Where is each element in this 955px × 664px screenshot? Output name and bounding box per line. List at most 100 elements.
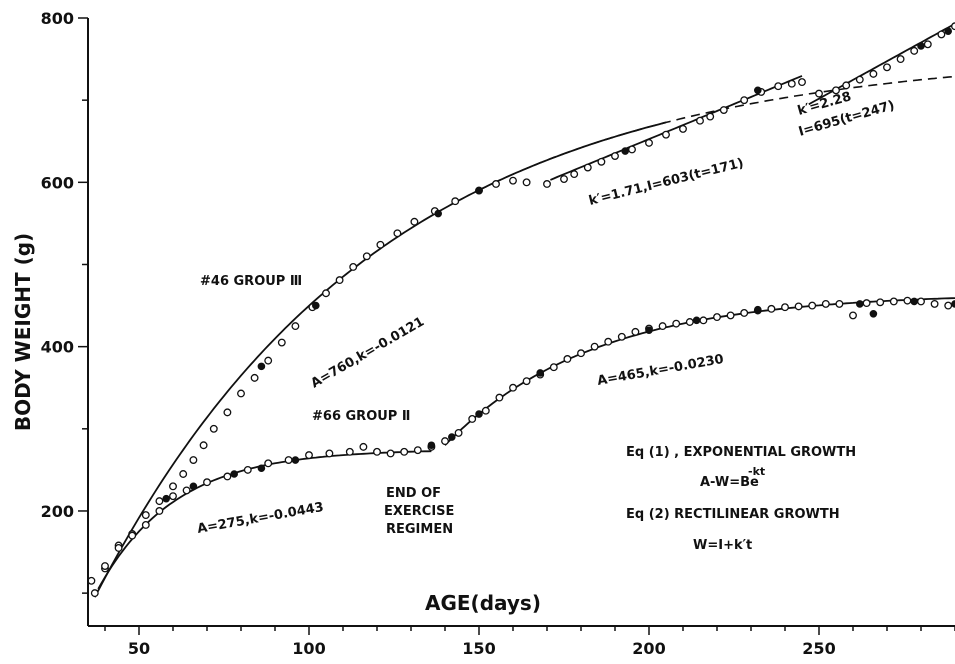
- point-g3-open: [141, 511, 150, 520]
- point-g2-open: [509, 383, 517, 392]
- point-g3-open: [509, 176, 517, 185]
- point-g3-open: [662, 130, 670, 139]
- group-iii-label: #46 GROUP Ⅲ: [200, 274, 302, 289]
- point-g3-open: [189, 456, 198, 464]
- point-g3-open: [937, 30, 946, 39]
- point-g2-open: [944, 301, 953, 310]
- point-g2-open: [141, 520, 150, 529]
- point-g2-open: [522, 377, 531, 386]
- point-g3-open: [349, 263, 358, 271]
- point-g3-open: [706, 112, 715, 121]
- point-g3-open: [832, 86, 840, 95]
- legend-eq1-exponent: -kt: [748, 465, 765, 478]
- point-g3-open: [597, 157, 606, 166]
- point-g3-open: [322, 289, 330, 298]
- point-g2-open: [203, 478, 211, 487]
- point-g2-open: [808, 301, 817, 310]
- point-g3-filled: [944, 27, 953, 35]
- fit-g3-exp-label: A=760,k=-0.0121: [309, 314, 427, 391]
- point-g2-filled: [257, 464, 266, 473]
- point-g3-open: [883, 63, 891, 72]
- point-g3-open: [362, 252, 371, 261]
- point-g3-open: [451, 197, 460, 206]
- point-g2-open: [917, 297, 925, 306]
- point-g3-filled: [434, 209, 443, 218]
- point-g3-open: [291, 322, 300, 331]
- point-g3-open: [179, 470, 188, 478]
- point-g3-open: [199, 441, 208, 450]
- point-g3-open: [90, 589, 99, 598]
- point-g3-open: [910, 46, 919, 55]
- point-g3-filled: [754, 86, 762, 95]
- x-tick-label: 100: [292, 639, 325, 658]
- point-g3-open: [628, 145, 636, 154]
- end-exercise-line2: EXERCISE: [384, 504, 454, 519]
- legend-eq1-formula: A-W=Be: [700, 475, 759, 490]
- point-g3-open: [209, 424, 218, 433]
- point-g3-open: [543, 180, 551, 188]
- point-g2-open: [549, 363, 558, 372]
- point-g2-filled: [754, 305, 762, 314]
- point-g2-filled: [189, 482, 198, 491]
- point-g3-open: [560, 175, 568, 183]
- point-g3-open: [583, 163, 592, 172]
- point-g2-filled: [536, 369, 545, 377]
- point-g2-open: [726, 311, 735, 320]
- point-g3-open: [522, 178, 531, 187]
- point-g2-open: [849, 311, 857, 320]
- fit-curve-g3-exponential: [94, 121, 667, 598]
- point-g2-open: [617, 332, 626, 341]
- point-g3-open: [223, 408, 232, 417]
- point-g2-open: [590, 342, 599, 351]
- point-g2-open: [930, 299, 939, 308]
- fit-line-g3-rect2: [808, 22, 955, 106]
- y-tick-label: 200: [41, 502, 74, 521]
- point-g3-filled: [257, 362, 266, 371]
- point-g2-open: [862, 299, 871, 308]
- end-exercise-line3: REGIMEN: [386, 522, 453, 537]
- fit-g3-rect1-label: k′=1.71,I=603(t=171): [587, 156, 745, 209]
- point-g2-open: [345, 447, 354, 456]
- point-g2-open: [481, 406, 490, 415]
- point-g2-open: [284, 456, 293, 464]
- point-g2-open: [495, 393, 504, 402]
- x-tick-label: 200: [632, 639, 665, 658]
- point-g3-open: [335, 276, 344, 285]
- point-g2-filled: [869, 309, 878, 318]
- point-g3-open: [376, 240, 385, 249]
- point-g3-open: [740, 96, 749, 105]
- end-exercise-line1: END OF: [386, 486, 441, 501]
- point-g2-open: [373, 447, 381, 456]
- point-g3-open: [679, 124, 687, 133]
- y-axis-label: BODY WEIGHT (g): [11, 233, 35, 431]
- point-g2-open: [400, 447, 409, 456]
- ticks: 50 100 150 200 250 200 400 600 800: [41, 9, 955, 658]
- point-g2-open: [128, 531, 137, 540]
- point-g3-open: [815, 89, 823, 98]
- point-g2-filled: [645, 326, 653, 335]
- point-g2-filled: [856, 300, 864, 308]
- point-g3-filled: [312, 301, 320, 310]
- point-g2-filled: [291, 456, 300, 464]
- point-g3-open: [855, 75, 864, 84]
- point-g2-open: [325, 449, 334, 458]
- point-g2-open: [903, 296, 912, 305]
- point-g2-open: [889, 297, 898, 306]
- point-g2-filled: [475, 410, 483, 418]
- x-axis-label: AGE(days): [425, 591, 541, 615]
- point-g2-open: [169, 492, 177, 501]
- point-g3-open: [169, 482, 177, 491]
- point-g2-filled: [692, 316, 701, 325]
- point-g2-filled: [162, 494, 170, 503]
- point-g3-open: [393, 229, 402, 238]
- point-g2-open: [563, 355, 572, 363]
- point-g3-open: [798, 78, 806, 87]
- point-g3-open: [264, 356, 273, 365]
- point-g3-open: [896, 55, 905, 64]
- point-g3-open: [842, 81, 851, 90]
- x-tick-label: 50: [128, 639, 150, 658]
- point-g3-open: [611, 152, 619, 160]
- point-g2-open: [454, 428, 463, 437]
- point-g2-open: [767, 304, 776, 313]
- point-g2-open: [781, 303, 789, 312]
